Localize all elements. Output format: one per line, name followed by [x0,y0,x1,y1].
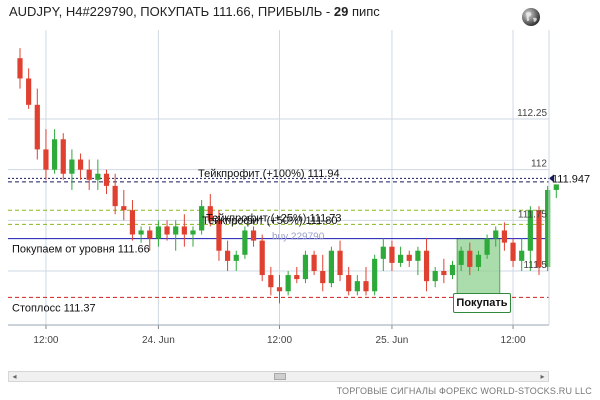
candle-body [268,275,274,288]
level-labels: Тейкпрофит (+100%) 111.94 Тейкпрофит (+50… [12,168,598,314]
candle-body [475,254,482,267]
candle-body [294,275,300,280]
current-price-label: 111.947 [552,173,590,185]
candle-body [545,189,551,267]
candle-body [190,230,196,235]
candle-body [519,250,525,261]
scroll-right-arrow-icon[interactable]: ▸ [540,372,545,381]
entry-marker-label: buy 229790 [272,232,325,243]
candle-body [242,230,248,255]
candle-body [164,226,170,235]
candle-body [432,271,438,282]
candle-body [155,226,161,239]
candle-body [493,230,499,239]
scroll-left-arrow-icon[interactable]: ◂ [12,372,17,381]
level-label-take-profit-100: Тейкпрофит (+100%) 111.94 [198,168,340,180]
current-price-tag-bg [550,172,598,185]
candle-body [103,173,110,186]
candle-body [484,238,490,255]
candle-body [458,250,464,265]
candle-body [26,78,32,105]
header-suffix: пипс [348,4,380,19]
candle-body [510,242,516,261]
candle-body [449,264,456,276]
candle-body [406,254,412,261]
level-label-stop-loss: Стоплосс 111.37 [12,302,96,314]
candle-body [415,250,421,261]
candle-body [389,246,395,263]
candle-body [95,173,101,180]
candle-body [69,159,75,174]
candle-body [17,58,23,79]
x-tick-label: 24. Jun [142,335,175,346]
candle-body [276,287,283,292]
candle-body [77,159,84,170]
candle-body [199,206,205,231]
candle-body [216,220,222,251]
candle-body [112,185,118,207]
chart-scrollbar[interactable]: ◂ ▸ [8,371,549,382]
candle-body [181,226,187,235]
candle-body [129,210,136,235]
candle-body [398,254,404,263]
y-tick-label: 112.25 [517,108,547,119]
candle-body [86,169,92,180]
candle-body [320,271,326,284]
axes: 112.25 112 111.75 111.5 12:00 24. Jun 12:00 25.… [8,30,550,346]
candle-body [225,250,231,261]
x-tick-label: 12:00 [33,335,58,346]
x-tick-label: 12:00 [267,335,292,346]
candle-body [121,206,127,211]
candle-body [60,139,66,174]
candle-body [337,250,343,276]
candle-body [311,254,317,272]
globe-icon[interactable] [521,7,541,27]
candle-body [173,226,179,235]
candle-body [527,210,533,251]
candle-body [207,206,213,221]
candle-body [354,281,360,292]
candle-body [43,149,49,170]
candle-body [380,246,386,259]
candle-body [34,104,40,150]
candle-body [536,210,542,267]
candles [17,48,559,304]
candle-body [259,240,265,276]
footer-credit: ТОРГОВЫЕ СИГНАЛЫ ФОРЕКС WORLD-STOCKS.RU … [336,386,592,396]
candle-body [147,230,153,239]
y-tick-label: 112 [531,159,547,170]
y-tick-label: 111.5 [523,260,547,271]
current-price-arrow [549,174,554,183]
level-label-entry: Покупаем от уровня 111.66 [12,244,150,256]
candle-body [328,250,334,284]
candle-body [233,254,239,261]
candle-body [52,139,58,170]
header-prefix: AUDJPY, H4#229790, ПОКУПАТЬ 111.66, ПРИБ… [9,4,334,19]
candle-body [250,230,257,241]
candle-body [441,271,447,276]
candle-body [501,230,507,243]
scroll-thumb[interactable] [274,373,286,380]
x-tick-label: 12:00 [501,335,526,346]
candle-body [302,254,309,280]
chart-header: AUDJPY, H4#229790, ПОКУПАТЬ 111.66, ПРИБ… [9,4,380,19]
y-tick-label: 111.75 [518,209,548,220]
level-label-take-profit-25: Тейкпрофит (+25%) 111.73 [206,212,342,224]
candle-body [553,180,559,190]
header-pips: 29 [333,4,349,19]
candle-body [285,275,291,292]
candle-body [346,275,352,292]
level-label-take-profit-50: Тейкпрофит (+50%) 111.80 [202,215,338,227]
buy-button[interactable]: Покупать [453,293,511,313]
candle-body [423,250,430,282]
candle-body [363,281,369,292]
candle-body [467,250,473,267]
candle-body [138,230,144,235]
candle-body [372,258,378,292]
x-tick-label: 25. Jun [376,335,409,346]
